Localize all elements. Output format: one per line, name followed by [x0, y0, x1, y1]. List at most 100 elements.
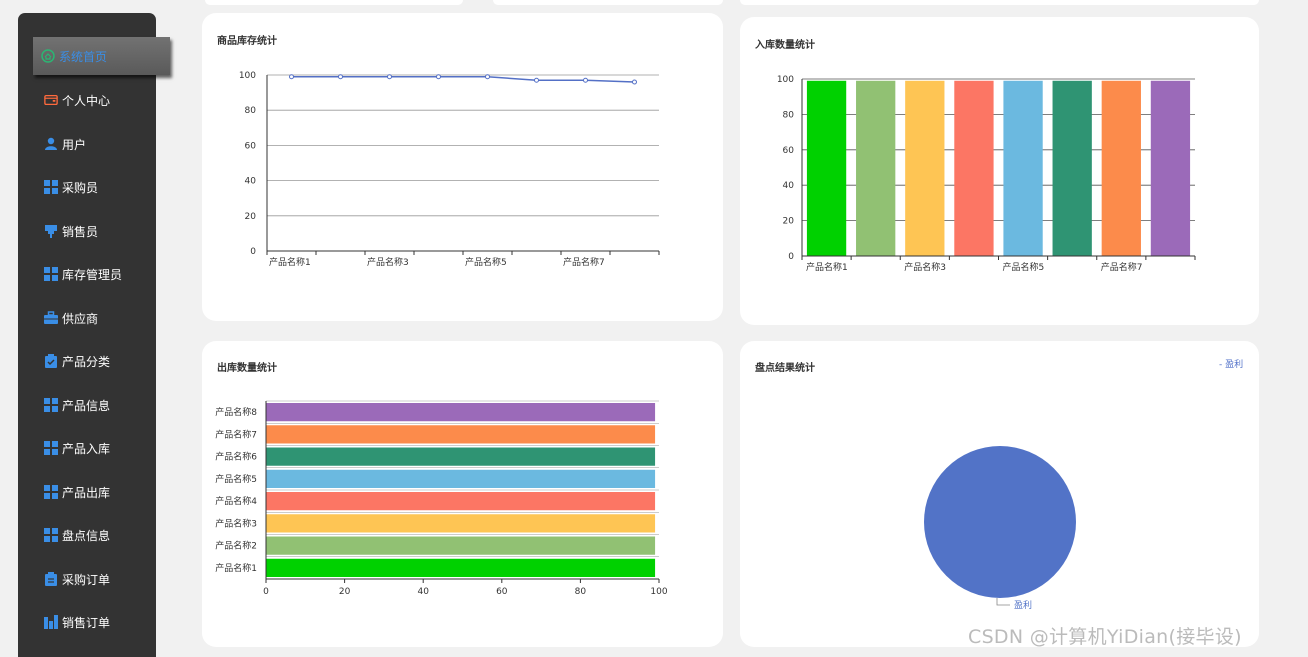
briefcase-icon — [44, 311, 58, 325]
sidebar-item-purchase-order[interactable]: 采购订单 — [18, 564, 156, 594]
bar — [856, 80, 896, 256]
top-card-edge-1 — [205, 0, 463, 5]
bar-chart-icon — [44, 615, 58, 629]
sidebar-item-stock-out[interactable]: 产品出库 — [18, 477, 156, 507]
legend-item[interactable]: 盈利 — [1225, 360, 1244, 370]
data-point — [534, 77, 539, 83]
bar — [954, 80, 994, 256]
stock-out-bar-chart: 产品名称1 产品名称2 产品名称3 产品名称4 产品名称5 产品名称6 产品名称7 产品名称8… — [215, 400, 668, 597]
bar — [806, 80, 847, 256]
user-icon — [44, 137, 58, 151]
y-tick-label: 40 — [783, 181, 795, 191]
sidebar-item-users[interactable]: 用户 — [18, 129, 156, 159]
data-point — [583, 77, 588, 83]
sidebar-item-profile[interactable]: 个人中心 — [18, 85, 156, 115]
x-tick-label: 产品名称7 — [1101, 261, 1143, 273]
sidebar-item-product-info[interactable]: 产品信息 — [18, 390, 156, 420]
x-tick-label: 产品名称3 — [904, 261, 946, 273]
y-tick-label: 产品名称5 — [215, 473, 257, 485]
bar — [266, 425, 656, 444]
bar — [905, 80, 945, 256]
grid-icon — [44, 441, 58, 455]
y-tick-label: 40 — [245, 177, 257, 187]
x-tick-label: 0 — [263, 587, 269, 597]
x-tick-label: 产品名称5 — [1003, 261, 1045, 273]
y-tick-label: 60 — [245, 141, 257, 151]
x-tick-label: 40 — [417, 587, 429, 597]
sidebar-item-inventory[interactable]: 盘点信息 — [18, 520, 156, 550]
grid-icon — [44, 267, 58, 281]
bar — [266, 492, 656, 511]
y-tick-label: 产品名称7 — [215, 428, 257, 440]
grid-icon — [44, 180, 58, 194]
y-tick-label: 60 — [783, 146, 795, 156]
top-card-edge-2 — [493, 0, 723, 5]
home-icon — [41, 49, 55, 63]
stock-in-card: 入库数量统计 0 20 40 60 80 100 产品名称1 产品名称3 产品名称5 产品名称7 — [740, 17, 1259, 325]
bar — [1003, 80, 1043, 256]
data-point — [387, 74, 392, 80]
x-tick-label: 产品名称5 — [465, 256, 507, 268]
pie-slice-label: 盈利 — [1014, 599, 1032, 611]
sidebar-item-label: 销售员 — [62, 224, 99, 239]
data-point — [436, 74, 441, 80]
bar — [1101, 80, 1141, 256]
sidebar-item-supplier[interactable]: 供应商 — [18, 303, 156, 333]
sidebar-item-label: 用户 — [62, 137, 87, 152]
watermark: CSDN @计算机YiDian(接毕设) — [968, 626, 1242, 648]
grid-icon — [44, 485, 58, 499]
series-line — [291, 76, 635, 83]
inventory-pie-card: 盘点结果统计 盈利 — [740, 341, 1259, 647]
sidebar-item-buyer[interactable]: 采购员 — [18, 172, 156, 202]
y-tick-label: 80 — [245, 106, 257, 116]
card-title: 商品库存统计 — [217, 36, 277, 47]
data-point — [632, 79, 637, 85]
clipboard-icon — [44, 572, 58, 586]
sidebar-item-label: 盘点信息 — [62, 528, 111, 543]
top-card-edge-3 — [740, 0, 1259, 5]
y-tick-label: 20 — [783, 217, 795, 227]
card-title: 出库数量统计 — [217, 363, 277, 374]
sidebar-item-stock-in[interactable]: 产品入库 — [18, 433, 156, 463]
card-title: 入库数量统计 — [755, 40, 815, 51]
bar — [266, 558, 656, 577]
x-tick-label: 80 — [575, 587, 587, 597]
grid-icon — [44, 398, 58, 412]
data-point — [485, 74, 490, 80]
y-tick-label: 80 — [783, 110, 795, 120]
y-tick-label: 产品名称4 — [215, 495, 257, 507]
bar — [266, 514, 656, 533]
pie-legend[interactable]: - 盈利 — [1219, 360, 1244, 370]
sidebar-item-seller[interactable]: 销售员 — [18, 216, 156, 246]
sidebar-item-label: 产品信息 — [62, 398, 111, 413]
pie-label-line — [996, 598, 1010, 606]
sidebar-item-label: 采购订单 — [62, 572, 111, 587]
sidebar-item-sales-order[interactable]: 销售订单 — [18, 607, 156, 637]
y-tick-label: 产品名称8 — [215, 406, 257, 418]
bar — [1052, 80, 1092, 256]
sidebar-item-label: 采购员 — [62, 180, 99, 195]
card-title: 盘点结果统计 — [755, 363, 815, 374]
sidebar: 系统首页 个人中心 用户 采购员 销售员 库存管理员 供应商 — [18, 13, 170, 657]
sidebar-item-category[interactable]: 产品分类 — [18, 346, 156, 376]
y-tick-label: 产品名称1 — [215, 562, 257, 574]
pie-slice — [924, 446, 1076, 598]
clipboard-check-icon — [44, 354, 58, 368]
x-tick-label: 产品名称1 — [806, 261, 848, 273]
bar — [266, 469, 656, 488]
x-tick-label: 产品名称1 — [269, 256, 311, 268]
y-tick-label: 产品名称3 — [215, 517, 257, 529]
sidebar-item-home[interactable]: 系统首页 — [33, 37, 170, 75]
data-point — [338, 74, 343, 80]
y-tick-label: 0 — [250, 247, 256, 257]
stock-out-card: 出库数量统计 产品名称1 产品名称2 产品名称3 产品名称4 产品名称5 产品名称6 产品名… — [202, 341, 723, 647]
data-point — [289, 74, 294, 80]
y-tick-label: 0 — [788, 252, 794, 262]
sidebar-item-label: 销售订单 — [62, 615, 111, 630]
sidebar-item-label: 个人中心 — [62, 93, 111, 108]
x-tick-label: 100 — [650, 587, 667, 597]
sidebar-item-stock-admin[interactable]: 库存管理员 — [18, 259, 156, 289]
bar — [266, 403, 656, 422]
x-tick-label: 60 — [496, 587, 508, 597]
x-tick-label: 产品名称3 — [367, 256, 409, 268]
